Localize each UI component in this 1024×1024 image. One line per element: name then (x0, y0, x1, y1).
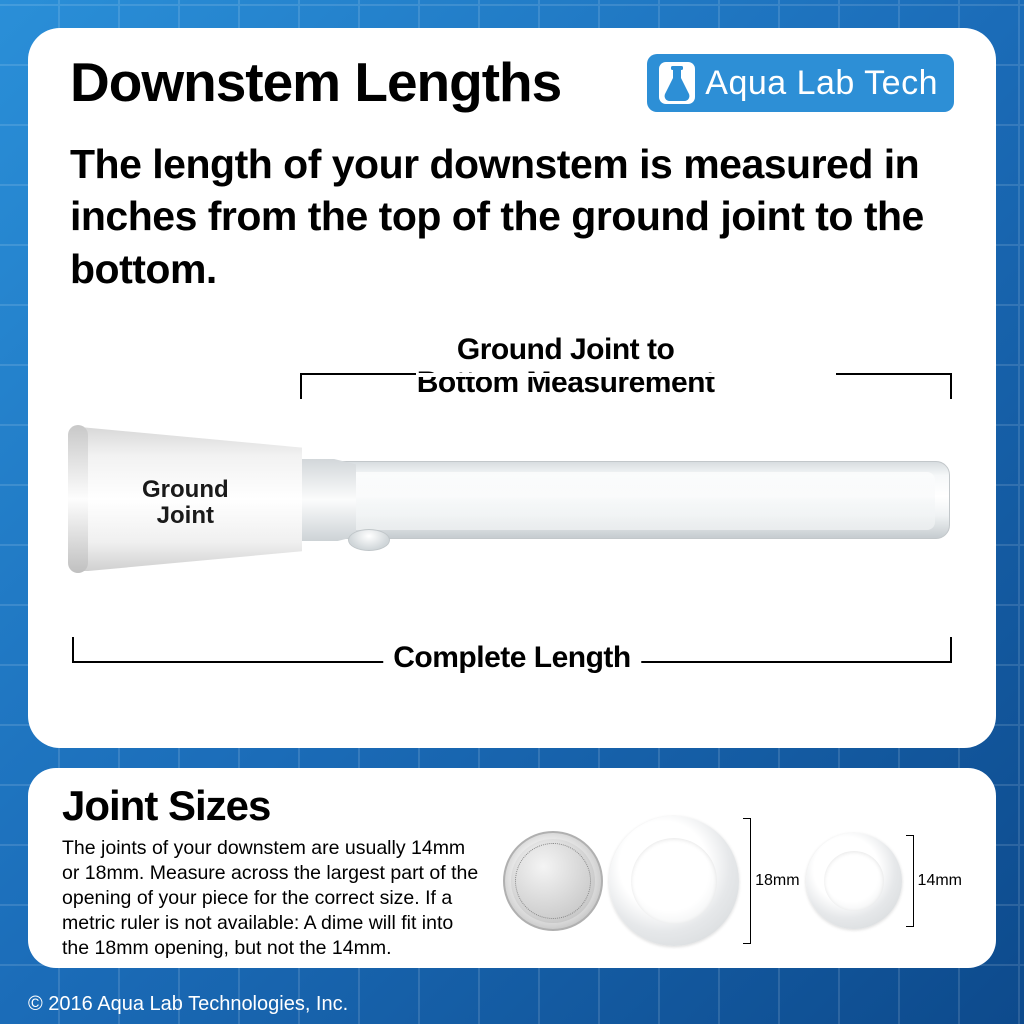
flask-icon (657, 60, 697, 106)
ground-joint-label: Ground Joint (142, 477, 229, 527)
joint-sizes-text-block: Joint Sizes The joints of your downstem … (62, 782, 485, 950)
joint-sizes-description: The joints of your downstem are usually … (62, 836, 485, 961)
brand-name: Aqua Lab Tech (705, 64, 938, 103)
page-title: Downstem Lengths (70, 50, 561, 114)
complete-length-label: Complete Length (383, 641, 641, 675)
description-text: The length of your downstem is measured … (70, 138, 954, 295)
bracket-top (300, 373, 952, 399)
label-18mm: 18mm (755, 872, 799, 890)
joint-sizes-card: Joint Sizes The joints of your downstem … (28, 768, 996, 968)
ring-18mm-group: 18mm (609, 816, 799, 946)
bracket-18mm: 18mm (743, 818, 799, 944)
downstem-illustration: Ground Joint (70, 419, 954, 579)
bracket-14mm: 14mm (906, 835, 962, 927)
ring-18mm (609, 816, 739, 946)
main-card: Downstem Lengths Aqua Lab Tech The lengt… (28, 28, 996, 748)
header-row: Downstem Lengths Aqua Lab Tech (70, 50, 954, 114)
joint-sizes-illustration: 18mm 14mm (503, 782, 962, 950)
downstem-diagram: Ground Joint to Bottom Measurement Groun… (70, 373, 954, 683)
label-14mm: 14mm (918, 872, 962, 890)
ring-14mm (806, 833, 902, 929)
ground-joint: Ground Joint (70, 427, 302, 571)
glass-tube (296, 461, 950, 539)
copyright: © 2016 Aqua Lab Technologies, Inc. (28, 993, 348, 1016)
ring-14mm-group: 14mm (806, 833, 962, 929)
brand-badge: Aqua Lab Tech (647, 54, 954, 112)
dime-coin-icon (503, 831, 603, 931)
joint-sizes-title: Joint Sizes (62, 782, 485, 830)
